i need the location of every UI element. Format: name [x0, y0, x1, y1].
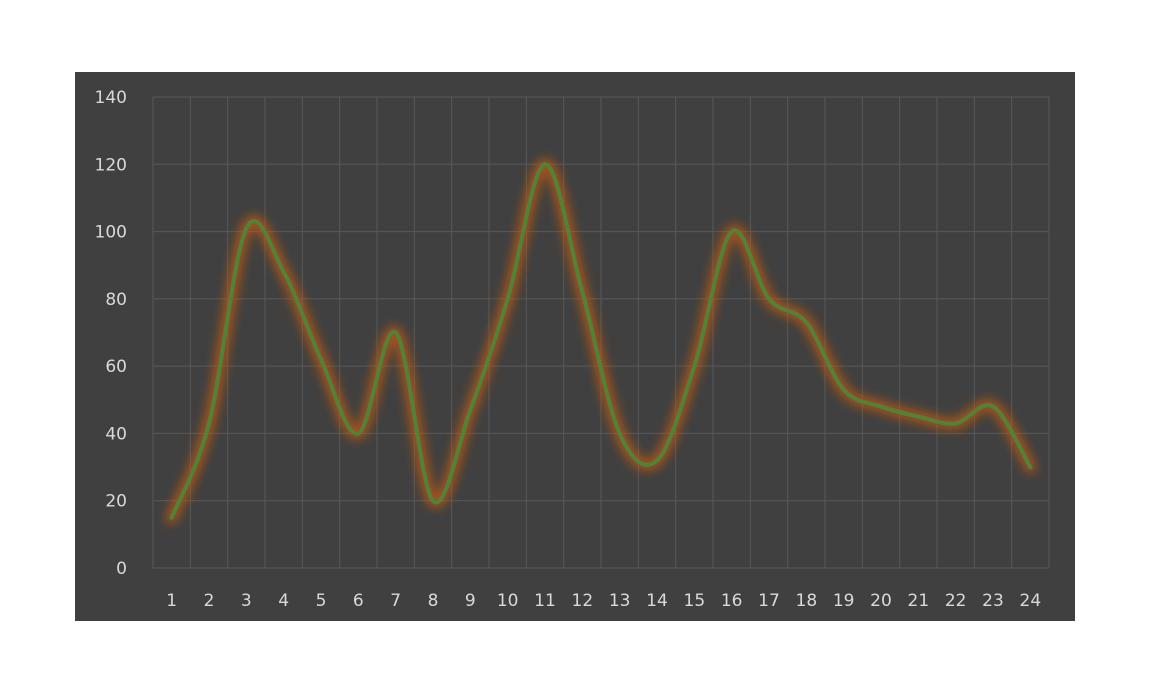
x-tick-label: 16 [721, 591, 743, 611]
data-point [841, 387, 846, 392]
data-point [505, 296, 510, 301]
data-point [580, 290, 585, 295]
x-tick-label: 20 [870, 591, 892, 611]
data-point [692, 364, 697, 369]
data-point [169, 515, 174, 520]
data-point [804, 320, 809, 325]
data-point [207, 421, 211, 426]
data-point [879, 404, 883, 409]
series-layer [165, 158, 1037, 524]
x-tick-label: 4 [278, 591, 289, 611]
data-point [655, 458, 659, 463]
data-point [729, 229, 734, 234]
x-tick-label: 7 [390, 591, 401, 611]
x-tick-label: 18 [796, 591, 818, 611]
x-tick-label: 6 [353, 591, 364, 611]
x-tick-label: 23 [982, 591, 1004, 611]
x-tick-label: 22 [945, 591, 967, 611]
data-point [468, 407, 473, 412]
x-tick-label: 17 [758, 591, 780, 611]
series-line [169, 162, 1033, 520]
x-tick-label: 10 [497, 591, 519, 611]
data-point [319, 357, 323, 362]
x-tick-label: 12 [572, 591, 594, 611]
x-axis-ticks: 1 2 3 4 5 6 7 8 9 10 11 12 13 14 15 16 17 18 19 20 21 22 23 24 [166, 591, 1041, 611]
x-tick-label: 24 [1020, 591, 1042, 611]
data-point [617, 431, 622, 436]
x-tick-label: 8 [428, 591, 439, 611]
x-tick-label: 2 [204, 591, 215, 611]
y-tick-label: 20 [105, 492, 127, 512]
y-tick-label: 60 [105, 357, 127, 377]
chart-background [75, 72, 1075, 621]
y-tick-label: 0 [116, 559, 127, 579]
x-tick-label: 19 [833, 591, 855, 611]
data-point [1028, 465, 1033, 470]
data-point [431, 498, 435, 503]
x-tick-label: 15 [684, 591, 706, 611]
y-tick-label: 140 [95, 88, 127, 108]
x-tick-label: 11 [534, 591, 556, 611]
x-tick-label: 14 [646, 591, 668, 611]
data-point [244, 226, 249, 231]
x-tick-label: 21 [908, 591, 930, 611]
y-tick-label: 40 [105, 424, 127, 444]
x-tick-label: 1 [166, 591, 177, 611]
x-tick-label: 5 [316, 591, 327, 611]
data-point [393, 330, 398, 335]
y-tick-label: 120 [95, 155, 127, 175]
y-tick-label: 100 [95, 223, 127, 243]
x-tick-label: 13 [609, 591, 631, 611]
data-point [916, 414, 921, 419]
y-axis-ticks: 0 20 40 60 80 100 120 140 [95, 88, 127, 579]
data-point [356, 431, 361, 436]
x-tick-label: 9 [465, 591, 476, 611]
y-tick-label: 80 [105, 290, 127, 310]
chart-panel: 0 20 40 60 80 100 120 140 1 2 3 4 5 6 7 8 9 10 11 12 13 14 15… [75, 72, 1075, 621]
data-point [281, 269, 286, 274]
x-tick-label: 3 [241, 591, 252, 611]
data-point [543, 162, 547, 167]
data-point [991, 404, 995, 409]
data-point [767, 296, 771, 301]
data-point [953, 421, 958, 426]
